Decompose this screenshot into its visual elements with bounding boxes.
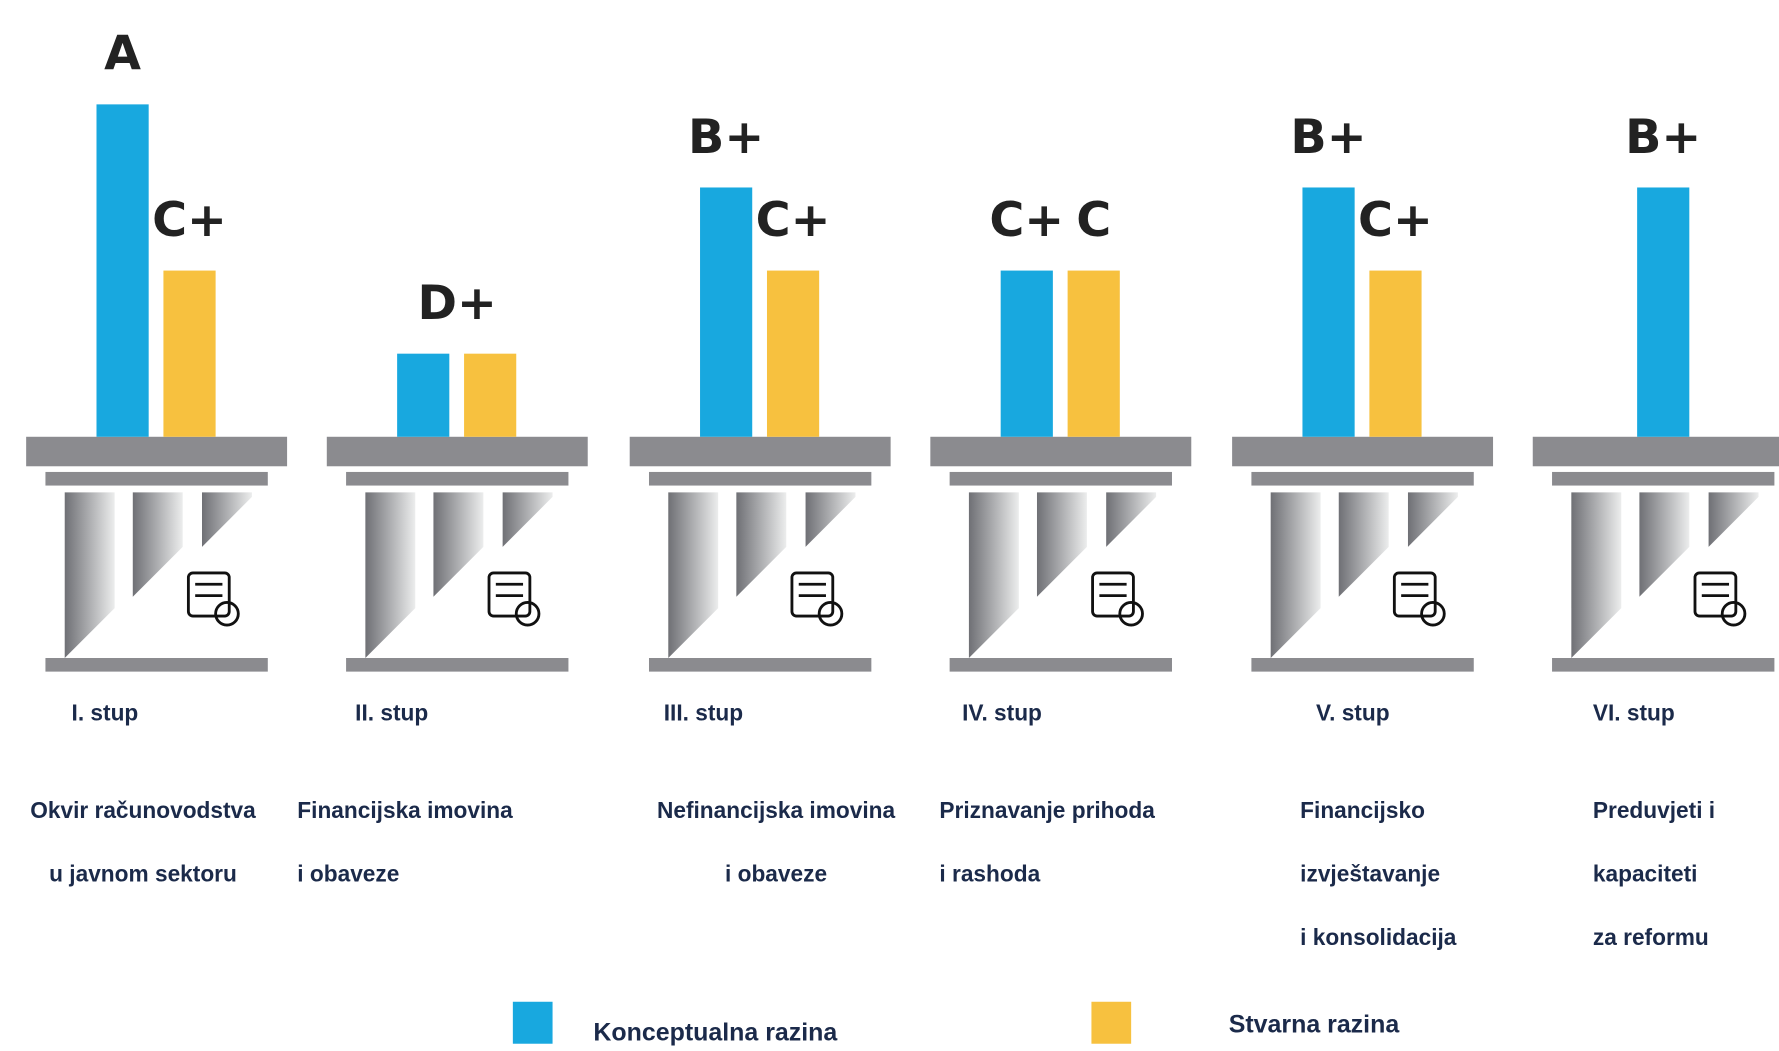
pillar-cap <box>950 472 1172 486</box>
value-label: C <box>1076 193 1111 248</box>
pillar-column <box>1408 492 1458 546</box>
pillar-top <box>630 437 891 466</box>
category-description: Nefinancijska imovina <box>657 797 896 823</box>
icon-part <box>1722 602 1745 625</box>
pillar-column <box>65 492 115 658</box>
icon-part <box>216 602 239 625</box>
pillar-cap <box>346 472 568 486</box>
pillar-column <box>133 492 183 596</box>
pillar-base <box>1251 658 1473 672</box>
category-description: Preduvjeti i <box>1593 797 1715 823</box>
bar <box>1369 271 1421 437</box>
pillar-column <box>736 492 786 596</box>
bar <box>1302 187 1354 436</box>
icon-part <box>819 602 842 625</box>
pillar-column <box>1271 492 1321 658</box>
bar <box>1637 187 1689 436</box>
value-label: B+ <box>688 110 764 165</box>
bar <box>700 187 752 436</box>
category-description: i obaveze <box>297 860 399 886</box>
category-label: VI. stup <box>1593 699 1675 725</box>
pillar-base <box>45 658 267 672</box>
category-label: I. stup <box>72 699 139 725</box>
value-label: D+ <box>418 276 497 331</box>
icon-part <box>1422 602 1445 625</box>
pillar-column <box>806 492 856 546</box>
marks: I. stup Okvir računovodstva u javnom sekto… <box>30 27 1715 1046</box>
pillar-top <box>26 437 287 466</box>
icon-part <box>1120 602 1143 625</box>
pillars <box>26 437 1779 672</box>
pillar-cap <box>649 472 871 486</box>
bar <box>1001 271 1053 437</box>
pillar-column <box>433 492 483 596</box>
pillar-column <box>969 492 1019 658</box>
pillar-base <box>649 658 871 672</box>
pillar-icon <box>489 573 539 625</box>
category-label: II. stup <box>355 699 428 725</box>
pillar-column <box>1339 492 1389 596</box>
category-description: Financijska imovina <box>297 797 513 823</box>
pillar-top <box>1533 437 1779 466</box>
category-description: Financijsko <box>1300 797 1425 823</box>
value-label: A <box>104 27 141 82</box>
bar <box>1068 271 1120 437</box>
category-description: Okvir računovodstva <box>30 797 256 823</box>
pillar-base <box>346 658 568 672</box>
pillar-top <box>1232 437 1493 466</box>
category-description: i rashoda <box>939 860 1040 886</box>
pillar-icon <box>1394 573 1444 625</box>
pillar-icon <box>792 573 842 625</box>
pillar-cap <box>45 472 267 486</box>
icon-part <box>516 602 539 625</box>
pillar-cap <box>1552 472 1774 486</box>
category-label: III. stup <box>664 699 743 725</box>
value-label: C+ <box>756 193 831 248</box>
bar <box>163 271 215 437</box>
pillar-column <box>503 492 553 546</box>
pillar-column <box>202 492 252 546</box>
category-description: i konsolidacija <box>1300 924 1457 950</box>
category-label: V. stup <box>1316 699 1390 725</box>
pillar-base <box>950 658 1172 672</box>
pillar-cap <box>1251 472 1473 486</box>
pillar-top <box>930 437 1191 466</box>
category-description: u javnom sektoru <box>49 860 237 886</box>
category-description: kapaciteti <box>1593 860 1698 886</box>
pillar-icon <box>1093 573 1143 625</box>
value-label: C+ <box>152 193 227 248</box>
category-label: IV. stup <box>962 699 1042 725</box>
chart: I. stup Okvir računovodstva u javnom sekto… <box>0 0 1779 1046</box>
legend-label: Konceptualna razina <box>593 1018 838 1046</box>
bar <box>397 354 449 437</box>
legend-label: Stvarna razina <box>1229 1010 1401 1038</box>
legend-swatch <box>1091 1002 1131 1044</box>
legend-swatch <box>513 1002 553 1044</box>
value-label: C+ <box>1358 193 1433 248</box>
category-description: izvještavanje <box>1300 860 1440 886</box>
pillar-top <box>327 437 588 466</box>
category-description: Priznavanje prihoda <box>939 797 1155 823</box>
bar <box>96 104 148 436</box>
pillar-column <box>1106 492 1156 546</box>
pillar-column <box>668 492 718 658</box>
bar <box>767 271 819 437</box>
value-label: B+ <box>1290 110 1366 165</box>
pillar-column <box>1571 492 1621 658</box>
category-description: za reformu <box>1593 924 1709 950</box>
pillar-base <box>1552 658 1774 672</box>
pillar-column <box>365 492 415 658</box>
value-label: B+ <box>1625 110 1701 165</box>
pillar-icon <box>1695 573 1745 625</box>
pillar-icon <box>188 573 238 625</box>
pillar-column <box>1037 492 1087 596</box>
pillar-column <box>1639 492 1689 596</box>
pillar-column <box>1709 492 1759 546</box>
bar <box>464 354 516 437</box>
value-label: C+ <box>989 193 1064 248</box>
category-description: i obaveze <box>725 860 827 886</box>
